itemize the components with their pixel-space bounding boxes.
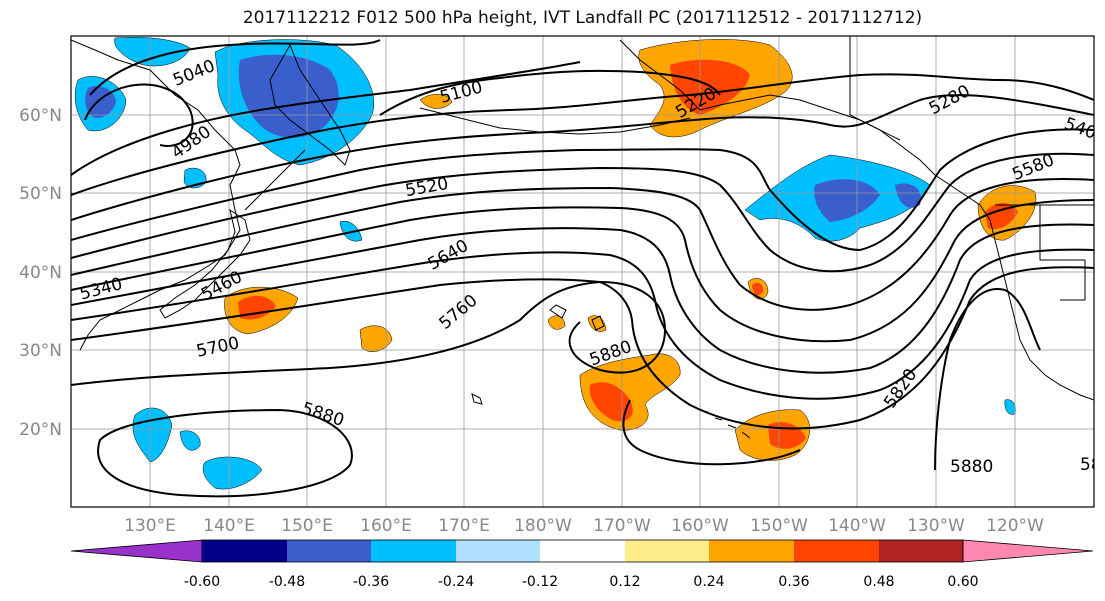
height-contour (71, 73, 1094, 196)
height-contour (71, 128, 1094, 252)
map-title: 2017112212 F012 500 hPa height, IVT Land… (242, 8, 923, 28)
lat-tick-label: 60°N (19, 106, 62, 126)
north-america-border (849, 36, 901, 141)
height-contours (71, 39, 1094, 498)
lon-tick-label: 160°E (360, 516, 412, 536)
colorbar-swatch (879, 540, 963, 562)
colorbar-tick-label: -0.24 (438, 574, 474, 590)
colorbar-tick-labels: -0.60 -0.48 -0.36 -0.24 -0.12 0.12 0.24 … (184, 574, 979, 590)
kamchatka-coastline (269, 43, 351, 166)
lon-tick-label: 130°W (907, 516, 965, 536)
colorbar-tick-label: 0.12 (609, 574, 640, 590)
colorbar-swatch (456, 540, 540, 562)
lon-tick-label: 150°W (750, 516, 808, 536)
lon-tick-label: 120°W (986, 516, 1044, 536)
height-contour (71, 266, 1094, 430)
island-outline (591, 315, 605, 331)
height-contour (71, 223, 1094, 374)
colorbar-swatch (709, 540, 794, 562)
latitude-labels: 60°N 50°N 40°N 30°N 20°N (19, 106, 62, 440)
height-contour (622, 399, 801, 466)
ivt-positive-region (419, 94, 453, 109)
height-contour (97, 408, 353, 498)
lon-tick-label: 150°E (281, 516, 333, 536)
coastlines (71, 36, 1094, 439)
contour-label: 5880 (950, 457, 993, 477)
lon-tick-label: 140°W (828, 516, 886, 536)
ivt-negative-region (814, 179, 880, 222)
height-contour (71, 94, 1094, 221)
colorbar-tick-label: -0.36 (353, 574, 389, 590)
aleutian-islands (419, 107, 691, 135)
ivt-negative-region (895, 183, 921, 208)
kuril-islands (244, 149, 306, 211)
lat-tick-label: 40°N (19, 263, 62, 283)
lon-tick-label: 130°E (124, 516, 176, 536)
map-frame (70, 35, 1095, 508)
colorbar-tick-label: 0.36 (778, 574, 809, 590)
colorbar-frame (201, 539, 964, 563)
height-contour (71, 61, 581, 176)
contour-label: 5880 (1080, 455, 1105, 475)
ivt-positive-region (359, 325, 393, 352)
height-contour (84, 83, 194, 147)
height-contour (89, 39, 381, 96)
alaska-coastline (619, 39, 1094, 401)
ivt-negative-shading (74, 37, 1016, 490)
colorbar-tick-label: 0.48 (863, 574, 894, 590)
island-outline (549, 304, 567, 319)
height-contour (71, 248, 1094, 400)
lon-tick-label: 180°W (514, 516, 572, 536)
height-contour (934, 288, 1041, 471)
colorbar-tick-label: -0.12 (522, 574, 558, 590)
lon-tick-label: 160°W (671, 516, 729, 536)
ivt-positive-region (670, 59, 750, 115)
lon-tick-label: 140°E (203, 516, 255, 536)
lon-tick-label: 170°E (438, 516, 490, 536)
colorbar-swatch (625, 540, 709, 562)
ivt-positive-region (547, 315, 566, 330)
height-contour (379, 69, 721, 116)
longitude-labels: 130°E 140°E 150°E 160°E 170°E 180°W 170°… (124, 516, 1044, 536)
ivt-positive-region (752, 282, 764, 296)
height-contour (71, 152, 1094, 273)
lat-tick-label: 50°N (19, 184, 62, 204)
asia-coastline (71, 39, 241, 351)
lat-tick-label: 20°N (19, 420, 62, 440)
colorbar-tick-label: -0.60 (184, 574, 220, 590)
colorbar-swatch (202, 540, 287, 562)
us-state-border (1039, 205, 1086, 301)
ivt-negative-region (202, 456, 263, 490)
colorbar-tick-label: 0.24 (693, 574, 724, 590)
height-contour (71, 178, 1094, 311)
colorbar-swatch (287, 540, 371, 562)
map-area: 5040 4980 5100 5220 5280 540 5580 5520 5… (71, 36, 1105, 507)
ivt-positive-region (985, 203, 1018, 230)
colorbar-tick-label: -0.48 (269, 574, 305, 590)
ivt-negative-region (114, 37, 191, 67)
height-contour (71, 280, 667, 386)
colorbar (70, 539, 1094, 563)
colorbar-extend-high (962, 539, 1094, 563)
colorbar-extend-low (70, 539, 203, 563)
ivt-negative-region (179, 430, 201, 451)
colorbar-swatch (794, 540, 879, 562)
ivt-negative-region (238, 54, 339, 138)
lon-tick-label: 170°W (593, 516, 651, 536)
colorbar-swatch (540, 540, 625, 562)
ivt-positive-shading (224, 39, 1037, 461)
island-outline (471, 393, 483, 405)
colorbar-tick-label: 0.60 (947, 574, 978, 590)
lat-tick-label: 30°N (19, 341, 62, 361)
colorbar-swatch (371, 540, 456, 562)
height-contour (71, 199, 1094, 343)
